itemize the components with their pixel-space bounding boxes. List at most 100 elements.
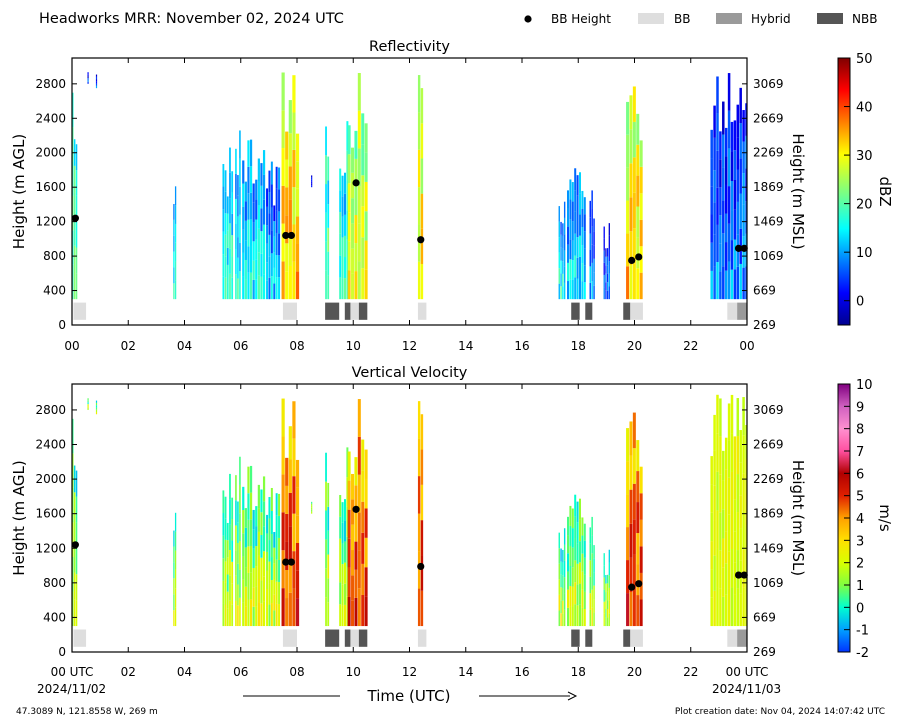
reflectivity-echo-column [247, 140, 250, 300]
reflectivity-echo-cell [255, 259, 258, 280]
velocity-echo-cell [173, 562, 175, 579]
reflectivity-echo-column [341, 175, 344, 300]
velocity-echo-cell [742, 511, 745, 550]
reflectivity-echo-cell [727, 186, 731, 224]
reflectivity-echo-cell [571, 260, 574, 280]
velocity-colorbar-tick-label: 10 [856, 378, 873, 393]
velocity-echo-cell [311, 503, 313, 506]
velocity-echo-cell [563, 593, 566, 610]
reflectivity-data [72, 72, 747, 300]
velocity-echo-cell [574, 494, 577, 517]
reflectivity-echo-cell [361, 237, 365, 269]
reflectivity-echo-column [268, 170, 271, 300]
reflectivity-echo-column [270, 161, 273, 300]
reflectivity-echo-cell [357, 148, 361, 187]
reflectivity-echo-cell [567, 190, 569, 209]
reflectivity-echo-cell [608, 273, 610, 287]
velocity-echo-cell [278, 582, 281, 605]
reflectivity-echo-cell [292, 187, 296, 225]
reflectivity-echo-column [605, 248, 607, 300]
velocity-echo-column [710, 456, 713, 627]
velocity-echo-cell [727, 514, 731, 552]
reflectivity-echo-column [722, 101, 725, 300]
reflectivity-echo-column [560, 221, 562, 300]
reflectivity-echo-cell [420, 263, 424, 300]
reflectivity-echo-cell [257, 252, 260, 276]
velocity-echo-cell [273, 563, 276, 580]
velocity-echo-cell [339, 560, 342, 583]
reflectivity-echo-cell [237, 278, 239, 300]
velocity-echo-cell [273, 532, 276, 548]
reflectivity-echo-cell [75, 247, 78, 274]
velocity-bb-height-marker [282, 558, 290, 566]
velocity-x-tick-label: 00 UTC [51, 665, 94, 679]
reflectivity-echo-cell [629, 197, 633, 232]
reflectivity-bb-height-markers [71, 179, 748, 265]
reflectivity-echo-cell [632, 86, 636, 122]
velocity-echo-cell [730, 549, 734, 588]
reflectivity-echo-cell [567, 262, 569, 282]
velocity-bb-height-marker [734, 571, 743, 579]
reflectivity-echo-cell [562, 286, 564, 300]
reflectivity-echo-cell [571, 201, 574, 222]
reflectivity-x-tick-label: 00 [739, 339, 754, 353]
velocity-x-tick-label: 06 [233, 665, 248, 679]
reflectivity-echo-cell [235, 148, 237, 174]
reflectivity-echo-column [571, 182, 574, 300]
reflectivity-echo-cell [273, 252, 276, 268]
velocity-echo-cell [235, 525, 237, 551]
velocity-echo-cell [347, 451, 351, 481]
velocity-echo-cell [710, 512, 713, 542]
velocity-echo-cell [174, 531, 177, 551]
velocity-echo-column [231, 497, 234, 627]
velocity-echo-cell [247, 599, 250, 627]
reflectivity-echo-cell [339, 255, 342, 278]
velocity-echo-cell [593, 585, 595, 600]
velocity-echo-column [719, 398, 722, 627]
reflectivity-echo-cell [325, 241, 327, 271]
velocity-echo-column [629, 421, 633, 627]
velocity-echo-cell [174, 588, 177, 608]
velocity-echo-cell [266, 514, 269, 534]
reflectivity-echo-cell [626, 233, 630, 267]
reflectivity-echo-column [558, 206, 560, 300]
reflectivity-echo-cell [339, 212, 342, 234]
velocity-echo-cell [724, 563, 728, 595]
velocity-echo-cell [343, 604, 346, 627]
reflectivity-echo-column [724, 127, 728, 300]
velocity-echo-cell [260, 512, 263, 536]
velocity-echo-cell [608, 613, 610, 627]
reflectivity-echo-column [351, 147, 355, 300]
reflectivity-echo-cell [722, 134, 725, 168]
reflectivity-echo-cell [252, 202, 255, 223]
velocity-echo-cell [727, 403, 731, 441]
reflectivity-echo-cell [224, 277, 227, 300]
reflectivity-echo-cell [719, 187, 722, 216]
reflectivity-echo-cell [745, 266, 747, 300]
reflectivity-echo-cell [224, 256, 227, 278]
reflectivity-echo-cell [278, 255, 281, 278]
velocity-echo-cell [288, 492, 292, 527]
reflectivity-echo-cell [252, 241, 255, 261]
reflectivity-echo-column [710, 129, 713, 300]
reflectivity-echo-cell [420, 88, 424, 124]
velocity-echo-cell [266, 570, 269, 590]
velocity-echo-cell [571, 567, 574, 587]
reflectivity-echo-cell [95, 83, 98, 86]
reflectivity-echo-cell [343, 257, 346, 279]
reflectivity-echo-cell [244, 259, 247, 280]
reflectivity-echo-cell [364, 152, 368, 182]
velocity-echo-column [311, 501, 313, 514]
velocity-x-tick-label: 16 [514, 665, 529, 679]
reflectivity-echo-cell [719, 131, 722, 160]
reflectivity-echo-cell [242, 160, 245, 184]
velocity-echo-column [325, 452, 327, 627]
reflectivity-echo-cell [278, 277, 281, 300]
legend-bb-height-label: BB Height [551, 12, 611, 26]
velocity-echo-cell [563, 577, 566, 594]
reflectivity-echo-cell [288, 133, 292, 167]
velocity-echo-cell [733, 531, 737, 563]
velocity-echo-cell [420, 449, 424, 485]
reflectivity-echo-cell [173, 251, 175, 268]
velocity-echo-cell [252, 606, 255, 627]
